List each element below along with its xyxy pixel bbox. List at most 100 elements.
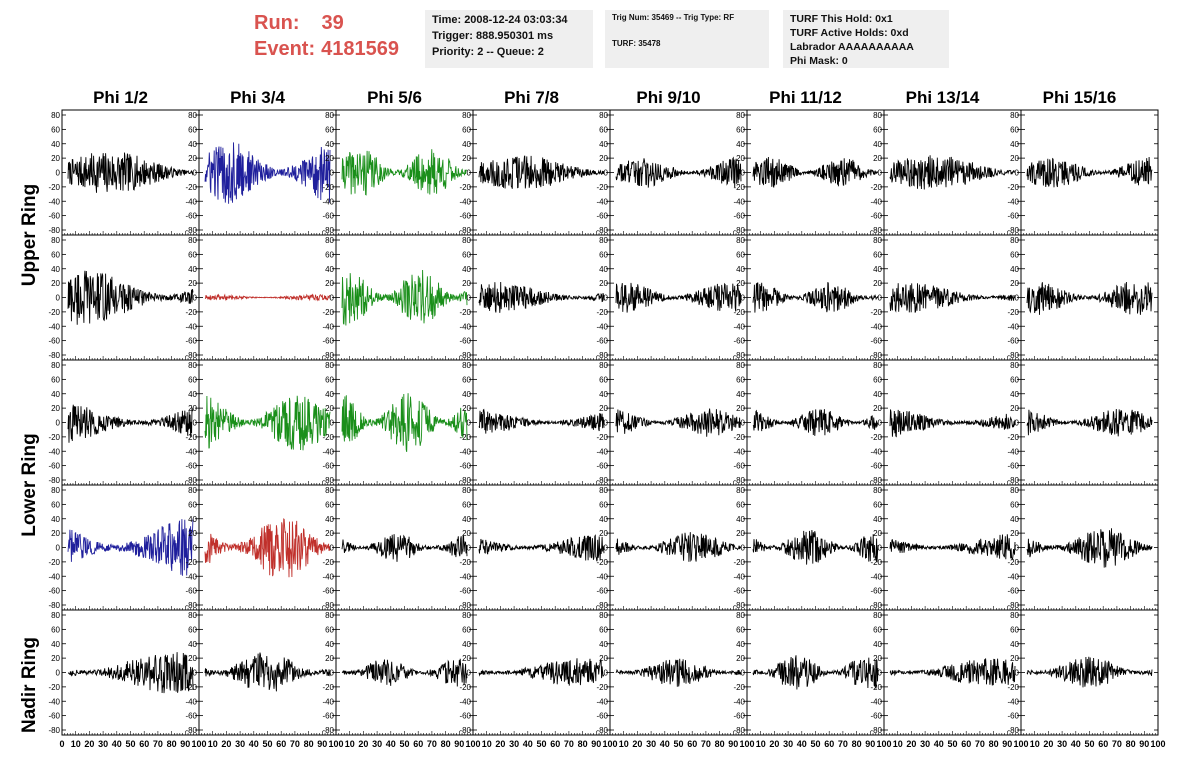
y-tick-label: -80 [459,226,471,235]
y-tick-label: 0 [56,169,61,178]
waveform-trace [615,658,742,687]
y-tick-label: -60 [1007,462,1019,471]
waveform-panel-r1-c4: 80 60 40 20 0 -20 -40 -60 -80 [596,234,748,361]
y-tick-label: -40 [322,322,334,331]
y-tick-label: -40 [733,197,745,206]
waveform-trace [204,518,331,578]
y-tick-label: -60 [48,462,60,471]
y-tick-label: -20 [870,183,882,192]
y-tick-label: 20 [1010,279,1019,288]
y-tick-label: 20 [599,279,608,288]
y-tick-label: -60 [596,212,608,221]
x-tick-label: 20 [84,739,94,749]
y-tick-label: 60 [51,625,60,634]
y-tick-label: -80 [1007,226,1019,235]
x-tick-label: 90 [728,739,738,749]
waveform-panel-r0-c1: 80 60 40 20 0 -20 -40 -60 -80 [185,109,337,236]
trig-info-box: Trig Num: 35469 -- Trig Type: RF TURF: 3… [605,10,769,68]
y-tick-label: -40 [459,697,471,706]
y-tick-label: 0 [193,669,198,678]
x-tick-label: 40 [797,739,807,749]
y-tick-label: -60 [185,337,197,346]
y-tick-label: 40 [873,390,882,399]
y-tick-label: 60 [1010,625,1019,634]
y-tick-label: -40 [870,197,882,206]
y-tick-label: 20 [325,154,334,163]
y-tick-label: 20 [873,404,882,413]
y-tick-label: 40 [1010,640,1019,649]
x-tick-label: 60 [961,739,971,749]
column-header-phi-1-2: Phi 1/2 [93,88,148,107]
y-tick-label: 40 [462,265,471,274]
y-tick-label: -80 [733,601,745,610]
run-event-block: Run: 39 Event: 4181569 [254,10,399,62]
y-tick-label: 0 [878,544,883,553]
y-tick-label: 0 [604,544,609,553]
y-tick-label: -60 [733,587,745,596]
waveform-trace [478,658,605,686]
y-tick-label: -40 [596,322,608,331]
y-tick-label: 0 [878,419,883,428]
y-tick-label: -60 [459,587,471,596]
waveform-trace [615,532,742,562]
turf-active-text: TURF Active Holds: 0xd [790,27,909,39]
y-tick-label: -20 [459,433,471,442]
y-tick-label: 60 [1010,250,1019,259]
x-tick-label: 100 [739,739,754,749]
y-tick-label: 60 [462,125,471,134]
y-tick-label: -40 [459,447,471,456]
y-tick-label: 20 [1010,654,1019,663]
y-tick-label: -40 [1007,572,1019,581]
y-tick-label: 20 [736,654,745,663]
y-tick-label: 60 [51,375,60,384]
column-header-phi-7-8: Phi 7/8 [504,88,559,107]
waveform-panel-r0-c4: 80 60 40 20 0 -20 -40 -60 -80 [596,109,748,236]
y-tick-label: 40 [188,140,197,149]
x-tick-label: 10 [1030,739,1040,749]
y-tick-label: 0 [878,169,883,178]
y-tick-label: 0 [330,169,335,178]
y-tick-label: 0 [604,669,609,678]
y-tick-label: 60 [325,375,334,384]
y-tick-label: -60 [596,587,608,596]
y-tick-label: -40 [48,197,60,206]
y-tick-label: 60 [1010,375,1019,384]
column-header-phi-11-12: Phi 11/12 [769,88,842,107]
y-tick-label: 60 [325,625,334,634]
x-tick-label: 80 [441,739,451,749]
x-tick-label: 40 [249,739,259,749]
y-tick-label: 80 [51,111,60,120]
y-tick-label: 0 [330,669,335,678]
run-label: Run: [254,12,300,34]
y-tick-label: -40 [596,697,608,706]
y-tick-label: -80 [48,351,60,360]
x-tick-label: 80 [1126,739,1136,749]
y-tick-label: -20 [870,308,882,317]
waveform-trace [752,282,879,313]
y-tick-label: 60 [599,125,608,134]
y-tick-label: -20 [870,683,882,692]
y-tick-label: 20 [325,404,334,413]
run-value: 39 [321,12,344,34]
y-tick-label: 0 [467,294,472,303]
y-tick-label: -80 [322,726,334,735]
x-tick-label: 60 [824,739,834,749]
y-tick-label: -40 [733,572,745,581]
x-tick-label: 40 [112,739,122,749]
waveform-panel-r0-c2: 80 60 40 20 0 -20 -40 -60 -80 [322,109,474,236]
y-tick-label: 40 [873,140,882,149]
y-tick-label: -40 [322,572,334,581]
y-tick-label: -20 [185,558,197,567]
y-tick-label: 40 [51,640,60,649]
y-tick-label: 80 [736,611,745,620]
y-tick-label: 60 [1010,500,1019,509]
y-tick-label: 80 [599,611,608,620]
y-tick-label: 0 [330,294,335,303]
y-tick-label: -60 [870,712,882,721]
waveform-panel-r3-c2: 80 60 40 20 0 -20 -40 -60 -80 [322,484,474,611]
y-tick-label: 60 [599,500,608,509]
y-tick-label: 0 [741,544,746,553]
waveform-trace [67,270,194,325]
x-tick-label: 30 [920,739,930,749]
y-tick-label: -20 [733,433,745,442]
